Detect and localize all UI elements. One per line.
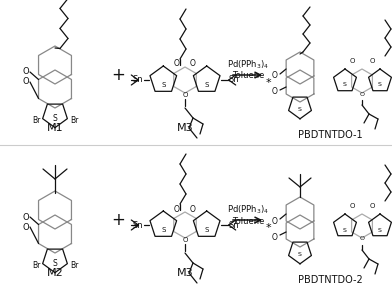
- Text: S: S: [53, 259, 57, 268]
- Text: Br: Br: [70, 116, 78, 125]
- Text: Pd(PPh$_3$)$_4$: Pd(PPh$_3$)$_4$: [227, 204, 269, 216]
- Text: Br: Br: [70, 261, 78, 270]
- Text: S: S: [343, 227, 347, 232]
- Text: *: *: [265, 223, 271, 233]
- Text: M2: M2: [47, 268, 64, 278]
- Text: Br: Br: [32, 116, 40, 125]
- Text: O: O: [272, 216, 278, 225]
- Text: +: +: [111, 66, 125, 84]
- Text: S: S: [205, 227, 209, 233]
- Text: +: +: [111, 211, 125, 229]
- Text: O: O: [182, 237, 188, 243]
- Text: O: O: [349, 58, 355, 64]
- Text: Sn: Sn: [133, 221, 143, 229]
- Text: O: O: [190, 205, 196, 214]
- Text: Toluene: Toluene: [232, 71, 264, 81]
- Text: O: O: [272, 71, 278, 81]
- Text: M3: M3: [177, 123, 193, 133]
- Text: PBDTNTDO-2: PBDTNTDO-2: [298, 275, 362, 285]
- Text: O: O: [174, 60, 180, 68]
- Text: S: S: [378, 82, 382, 88]
- Text: Sn: Sn: [229, 75, 239, 84]
- Text: S: S: [298, 252, 302, 257]
- Text: S: S: [378, 227, 382, 232]
- Text: O: O: [369, 203, 375, 209]
- Text: O: O: [23, 212, 29, 221]
- Text: PBDTNTDO-1: PBDTNTDO-1: [298, 130, 362, 140]
- Text: O: O: [23, 68, 29, 77]
- Text: O: O: [23, 223, 29, 231]
- Text: M1: M1: [47, 123, 64, 133]
- Text: Toluene: Toluene: [232, 216, 264, 225]
- Text: O: O: [349, 203, 355, 209]
- Text: O: O: [359, 92, 365, 97]
- Text: O: O: [23, 77, 29, 86]
- Text: O: O: [272, 232, 278, 242]
- Text: Br: Br: [32, 261, 40, 270]
- Text: O: O: [174, 205, 180, 214]
- Text: O: O: [369, 58, 375, 64]
- Text: *: *: [265, 78, 271, 88]
- Text: O: O: [359, 236, 365, 242]
- Text: Sn: Sn: [229, 221, 239, 229]
- Text: S: S: [298, 107, 302, 112]
- Text: S: S: [161, 227, 165, 233]
- Text: Pd(PPh$_3$)$_4$: Pd(PPh$_3$)$_4$: [227, 59, 269, 71]
- Text: S: S: [53, 114, 57, 123]
- Text: S: S: [205, 82, 209, 88]
- Text: Sn: Sn: [133, 75, 143, 84]
- Text: S: S: [343, 82, 347, 88]
- Text: M3: M3: [177, 268, 193, 278]
- Text: O: O: [190, 60, 196, 68]
- Text: S: S: [161, 82, 165, 88]
- Text: O: O: [272, 88, 278, 97]
- Text: O: O: [182, 92, 188, 98]
